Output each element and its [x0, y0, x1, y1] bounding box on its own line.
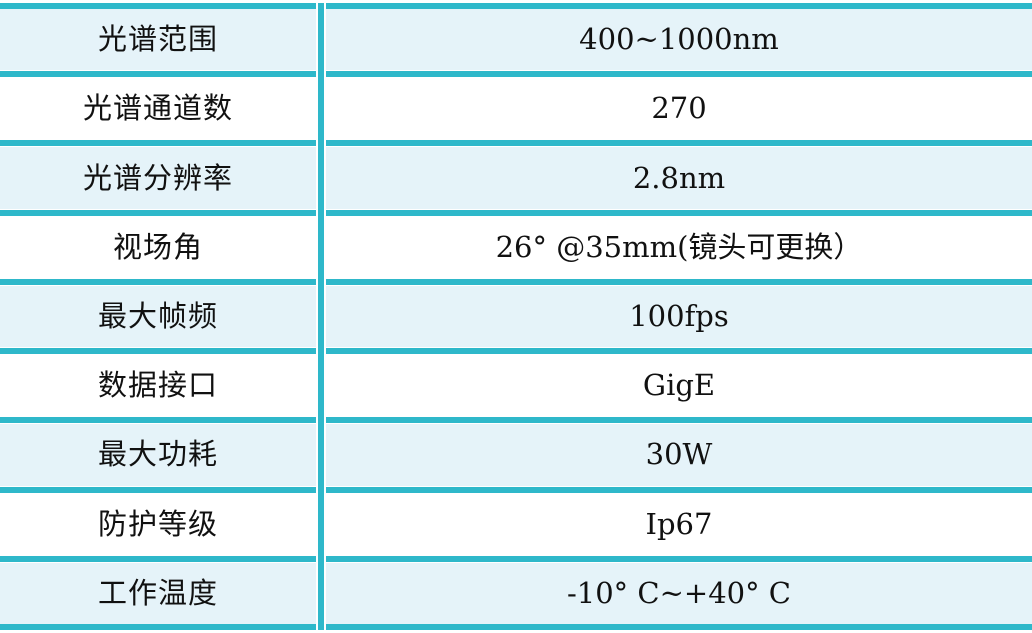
row-separator [0, 486, 1032, 493]
row-separator [0, 209, 1032, 216]
row-separator [0, 555, 1032, 562]
row-label: 最大功耗 [97, 437, 218, 472]
table-row: 数据接口 GigE [0, 355, 1032, 417]
row-label: 光谱通道数 [82, 91, 233, 126]
table-row: 光谱分辨率 2.8nm [0, 147, 1032, 209]
row-value: 30W [645, 437, 713, 472]
row-value: 2.8nm [632, 160, 726, 195]
table-row: 最大帧频 100fps [0, 285, 1032, 348]
row-value: 26° @35mm(镜头可更换） [495, 229, 863, 264]
row-value: 270 [651, 91, 707, 126]
row-value: 100fps [629, 298, 729, 333]
row-separator [0, 71, 1032, 78]
table-row: 最大功耗 30W [0, 424, 1032, 486]
table-top-border [0, 3, 1032, 9]
row-value: 400~1000nm [579, 22, 779, 57]
table-row: 防护等级 Ip67 [0, 493, 1032, 555]
row-label: 光谱分辨率 [82, 160, 233, 195]
table-row: 光谱通道数 270 [0, 78, 1032, 140]
row-value: -10° C~+40° C [566, 575, 791, 610]
row-separator [0, 140, 1032, 147]
table-row: 工作温度 -10° C~+40° C [0, 562, 1032, 624]
row-separator [0, 348, 1032, 355]
row-label: 数据接口 [97, 368, 218, 403]
table-bottom-border [0, 623, 1032, 630]
table-row: 光谱范围 400~1000nm [0, 9, 1032, 71]
row-separator [0, 417, 1032, 424]
row-label: 工作温度 [97, 575, 218, 610]
row-value: Ip67 [645, 506, 713, 541]
column-divider [316, 3, 326, 630]
row-label: 最大帧频 [97, 298, 218, 333]
table-row: 视场角 26° @35mm(镜头可更换） [0, 216, 1032, 278]
row-label: 防护等级 [97, 506, 218, 541]
row-label: 光谱范围 [97, 22, 218, 57]
row-value: GigE [642, 368, 716, 403]
row-separator [0, 278, 1032, 285]
row-label: 视场角 [112, 229, 203, 264]
